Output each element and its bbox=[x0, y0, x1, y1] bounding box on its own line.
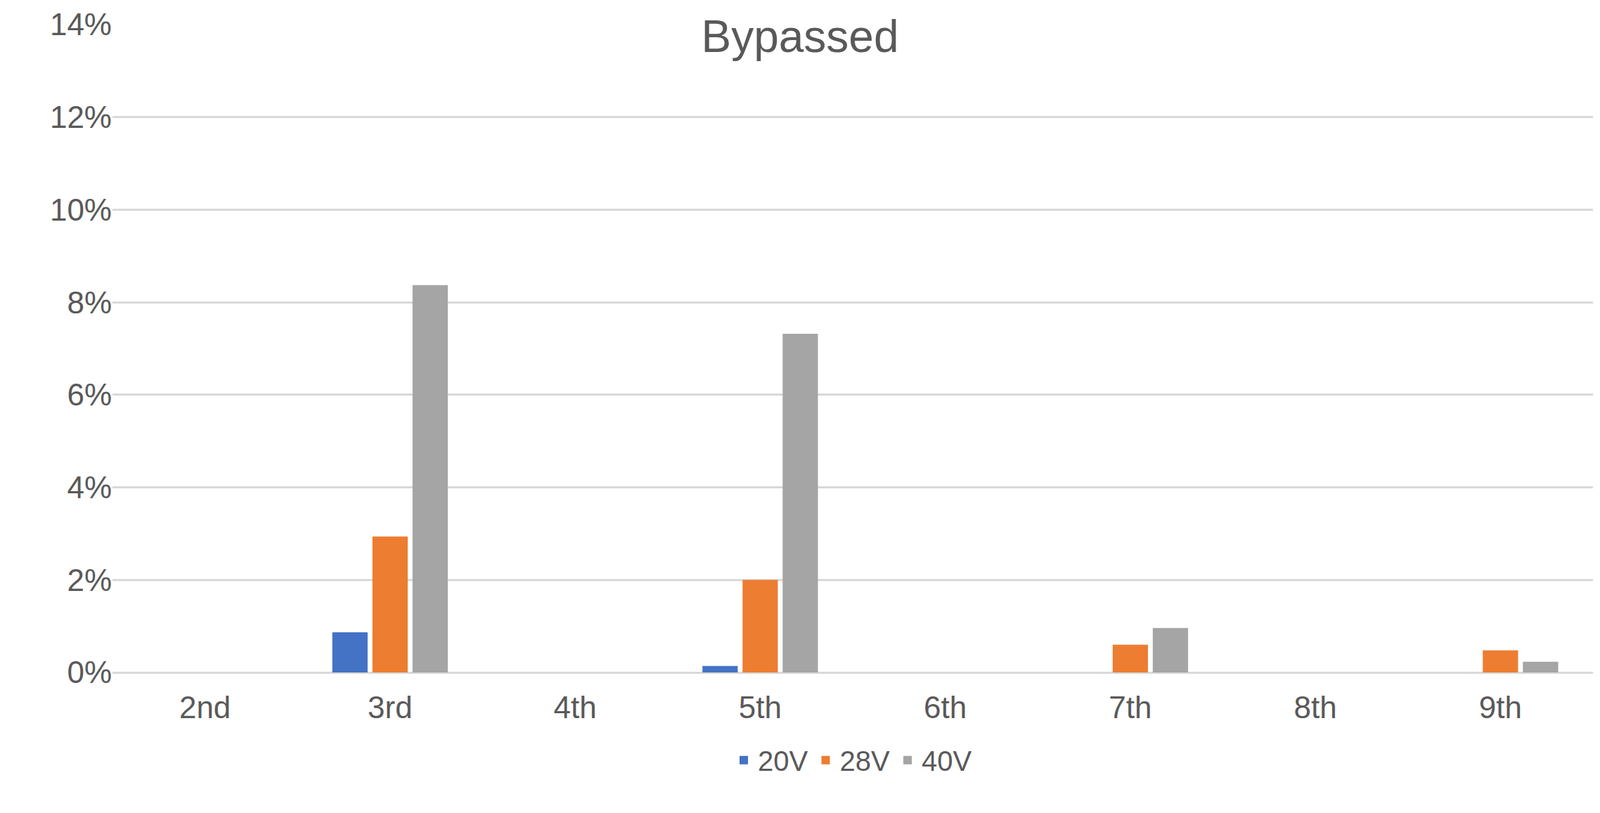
svg-text:12%: 12% bbox=[49, 99, 112, 135]
svg-text:Bypassed: Bypassed bbox=[700, 11, 899, 62]
svg-text:6th: 6th bbox=[923, 690, 967, 725]
svg-text:2%: 2% bbox=[66, 563, 112, 598]
svg-text:10%: 10% bbox=[49, 192, 112, 228]
svg-text:0%: 0% bbox=[66, 655, 112, 690]
svg-text:5th: 5th bbox=[738, 690, 782, 725]
svg-text:4%: 4% bbox=[66, 470, 112, 505]
svg-text:4th: 4th bbox=[553, 690, 597, 725]
svg-text:7th: 7th bbox=[1108, 690, 1152, 725]
svg-text:3rd: 3rd bbox=[367, 690, 413, 725]
svg-text:2nd: 2nd bbox=[179, 690, 231, 725]
svg-text:14%: 14% bbox=[49, 7, 112, 42]
svg-text:8%: 8% bbox=[66, 285, 112, 320]
svg-text:40V: 40V bbox=[921, 745, 972, 777]
svg-text:20V: 20V bbox=[757, 745, 808, 777]
svg-text:8th: 8th bbox=[1294, 690, 1338, 725]
svg-text:9th: 9th bbox=[1479, 690, 1522, 725]
svg-text:6%: 6% bbox=[66, 377, 112, 412]
svg-text:28V: 28V bbox=[839, 745, 890, 777]
